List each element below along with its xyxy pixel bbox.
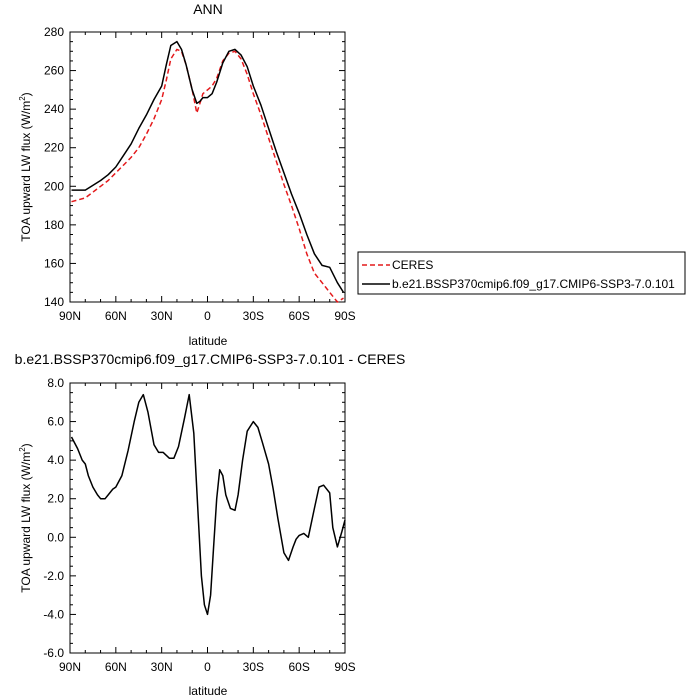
top-plot-frame bbox=[69, 31, 346, 303]
top-y-tick-label: 260 bbox=[44, 64, 64, 78]
top-y-tick-label: 180 bbox=[44, 218, 64, 232]
top-series-line-0 bbox=[71, 48, 344, 303]
bottom-series-lines bbox=[70, 393, 346, 616]
legend-label-ceres: CERES bbox=[392, 258, 433, 272]
top-x-tick-label: 90S bbox=[334, 309, 355, 323]
bottom-x-tick-label: 90N bbox=[59, 660, 81, 674]
top-y-tick-label: 220 bbox=[44, 141, 64, 155]
bottom-y-tick-label: 4.0 bbox=[47, 453, 64, 467]
bottom-x-tick-label: 60N bbox=[105, 660, 127, 674]
top-chart-title: ANN bbox=[193, 1, 223, 17]
legend: CERES b.e21.BSSP370cmip6.f09_g17.CMIP6-S… bbox=[357, 251, 686, 295]
top-axis-ticks: 90N 60N 30N 0 30S 60S 90S 140 160 180 200 220 240 260… bbox=[44, 25, 356, 323]
top-x-tick-label: 60N bbox=[105, 309, 127, 323]
bottom-x-tick-label: 0 bbox=[204, 660, 211, 674]
top-y-tick-label: 280 bbox=[44, 25, 64, 39]
bottom-x-tick-label: 90S bbox=[334, 660, 355, 674]
top-series-lines bbox=[71, 40, 345, 303]
bottom-y-tick-label: 6.0 bbox=[47, 415, 64, 429]
top-y-axis-label-main: TOA upward LW flux (W/m bbox=[19, 101, 33, 242]
bottom-x-axis-label: latitude bbox=[189, 684, 228, 698]
bottom-chart-title: b.e21.BSSP370cmip6.f09_g17.CMIP6-SSP3-7.… bbox=[15, 351, 406, 367]
bottom-y-axis-label-close: ) bbox=[19, 443, 33, 447]
top-x-tick-label: 60S bbox=[288, 309, 309, 323]
top-y-tick-label: 240 bbox=[44, 102, 64, 116]
top-y-tick-label: 160 bbox=[44, 256, 64, 270]
top-y-tick-label: 140 bbox=[44, 295, 64, 309]
bottom-y-tick-label: -2.0 bbox=[43, 569, 64, 583]
top-y-axis-label-superscript: 2 bbox=[18, 96, 27, 101]
bottom-series-line-0 bbox=[70, 393, 346, 616]
bottom-axis-ticks: 90N 60N 30N 0 30S 60S 90S -6.0 -4.0 -2.0 0.0 2.0 4.0… bbox=[43, 376, 355, 674]
top-x-tick-label: 90N bbox=[59, 309, 81, 323]
bottom-y-tick-label: -6.0 bbox=[43, 646, 64, 660]
bottom-y-tick-label: -4.0 bbox=[43, 607, 64, 621]
bottom-y-axis-label-main: TOA upward LW flux (W/m bbox=[19, 452, 33, 593]
bottom-y-tick-label: 0.0 bbox=[47, 530, 64, 544]
bottom-y-axis-label: TOA upward LW flux (W/m2) bbox=[18, 443, 33, 592]
bottom-y-axis-label-superscript: 2 bbox=[18, 447, 27, 452]
top-x-tick-label: 0 bbox=[204, 309, 211, 323]
legend-label-model: b.e21.BSSP370cmip6.f09_g17.CMIP6-SSP3-7.… bbox=[392, 277, 675, 291]
top-series-line-1 bbox=[71, 40, 345, 293]
bottom-y-tick-label: 8.0 bbox=[47, 376, 64, 390]
top-y-tick-label: 200 bbox=[44, 179, 64, 193]
bottom-x-tick-label: 60S bbox=[288, 660, 309, 674]
bottom-y-tick-label: 2.0 bbox=[47, 492, 64, 506]
top-x-tick-label: 30N bbox=[151, 309, 173, 323]
bottom-x-tick-label: 30N bbox=[151, 660, 173, 674]
bottom-x-tick-label: 30S bbox=[243, 660, 264, 674]
top-x-tick-label: 30S bbox=[243, 309, 264, 323]
bottom-panel: b.e21.BSSP370cmip6.f09_g17.CMIP6-SSP3-7.… bbox=[15, 351, 406, 698]
top-panel: ANN 90N 60N 30N 0 30S 60S 90S 140 160 180 200 220 24… bbox=[18, 1, 686, 348]
legend-box bbox=[357, 251, 686, 295]
top-y-axis-label-close: ) bbox=[19, 92, 33, 96]
top-y-axis-label: TOA upward LW flux (W/m2) bbox=[18, 92, 33, 241]
top-x-axis-label: latitude bbox=[189, 334, 228, 348]
